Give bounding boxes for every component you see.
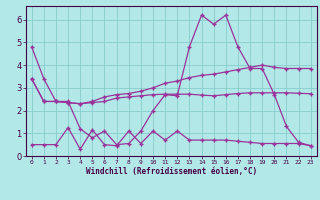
X-axis label: Windchill (Refroidissement éolien,°C): Windchill (Refroidissement éolien,°C) [86, 167, 257, 176]
